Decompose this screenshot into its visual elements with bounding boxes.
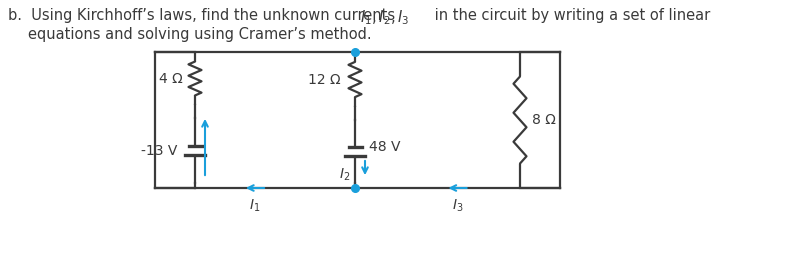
- Text: $I_1$: $I_1$: [250, 198, 261, 214]
- Text: 8 Ω: 8 Ω: [532, 113, 556, 127]
- Text: -13 V: -13 V: [141, 144, 177, 158]
- Text: equations and solving using Cramer’s method.: equations and solving using Cramer’s met…: [28, 27, 372, 42]
- Text: 4 Ω: 4 Ω: [159, 72, 183, 86]
- Text: in the circuit by writing a set of linear: in the circuit by writing a set of linea…: [430, 8, 710, 23]
- Text: 48 V: 48 V: [369, 140, 401, 153]
- Text: $I_3$: $I_3$: [452, 198, 463, 214]
- Text: $I_2$: $I_2$: [338, 167, 350, 183]
- Text: b.  Using Kirchhoff’s laws, find the unknown currents: b. Using Kirchhoff’s laws, find the unkn…: [8, 8, 400, 23]
- Text: $I_1, I_2, I_3$: $I_1, I_2, I_3$: [360, 8, 410, 27]
- Text: 12 Ω: 12 Ω: [308, 73, 341, 87]
